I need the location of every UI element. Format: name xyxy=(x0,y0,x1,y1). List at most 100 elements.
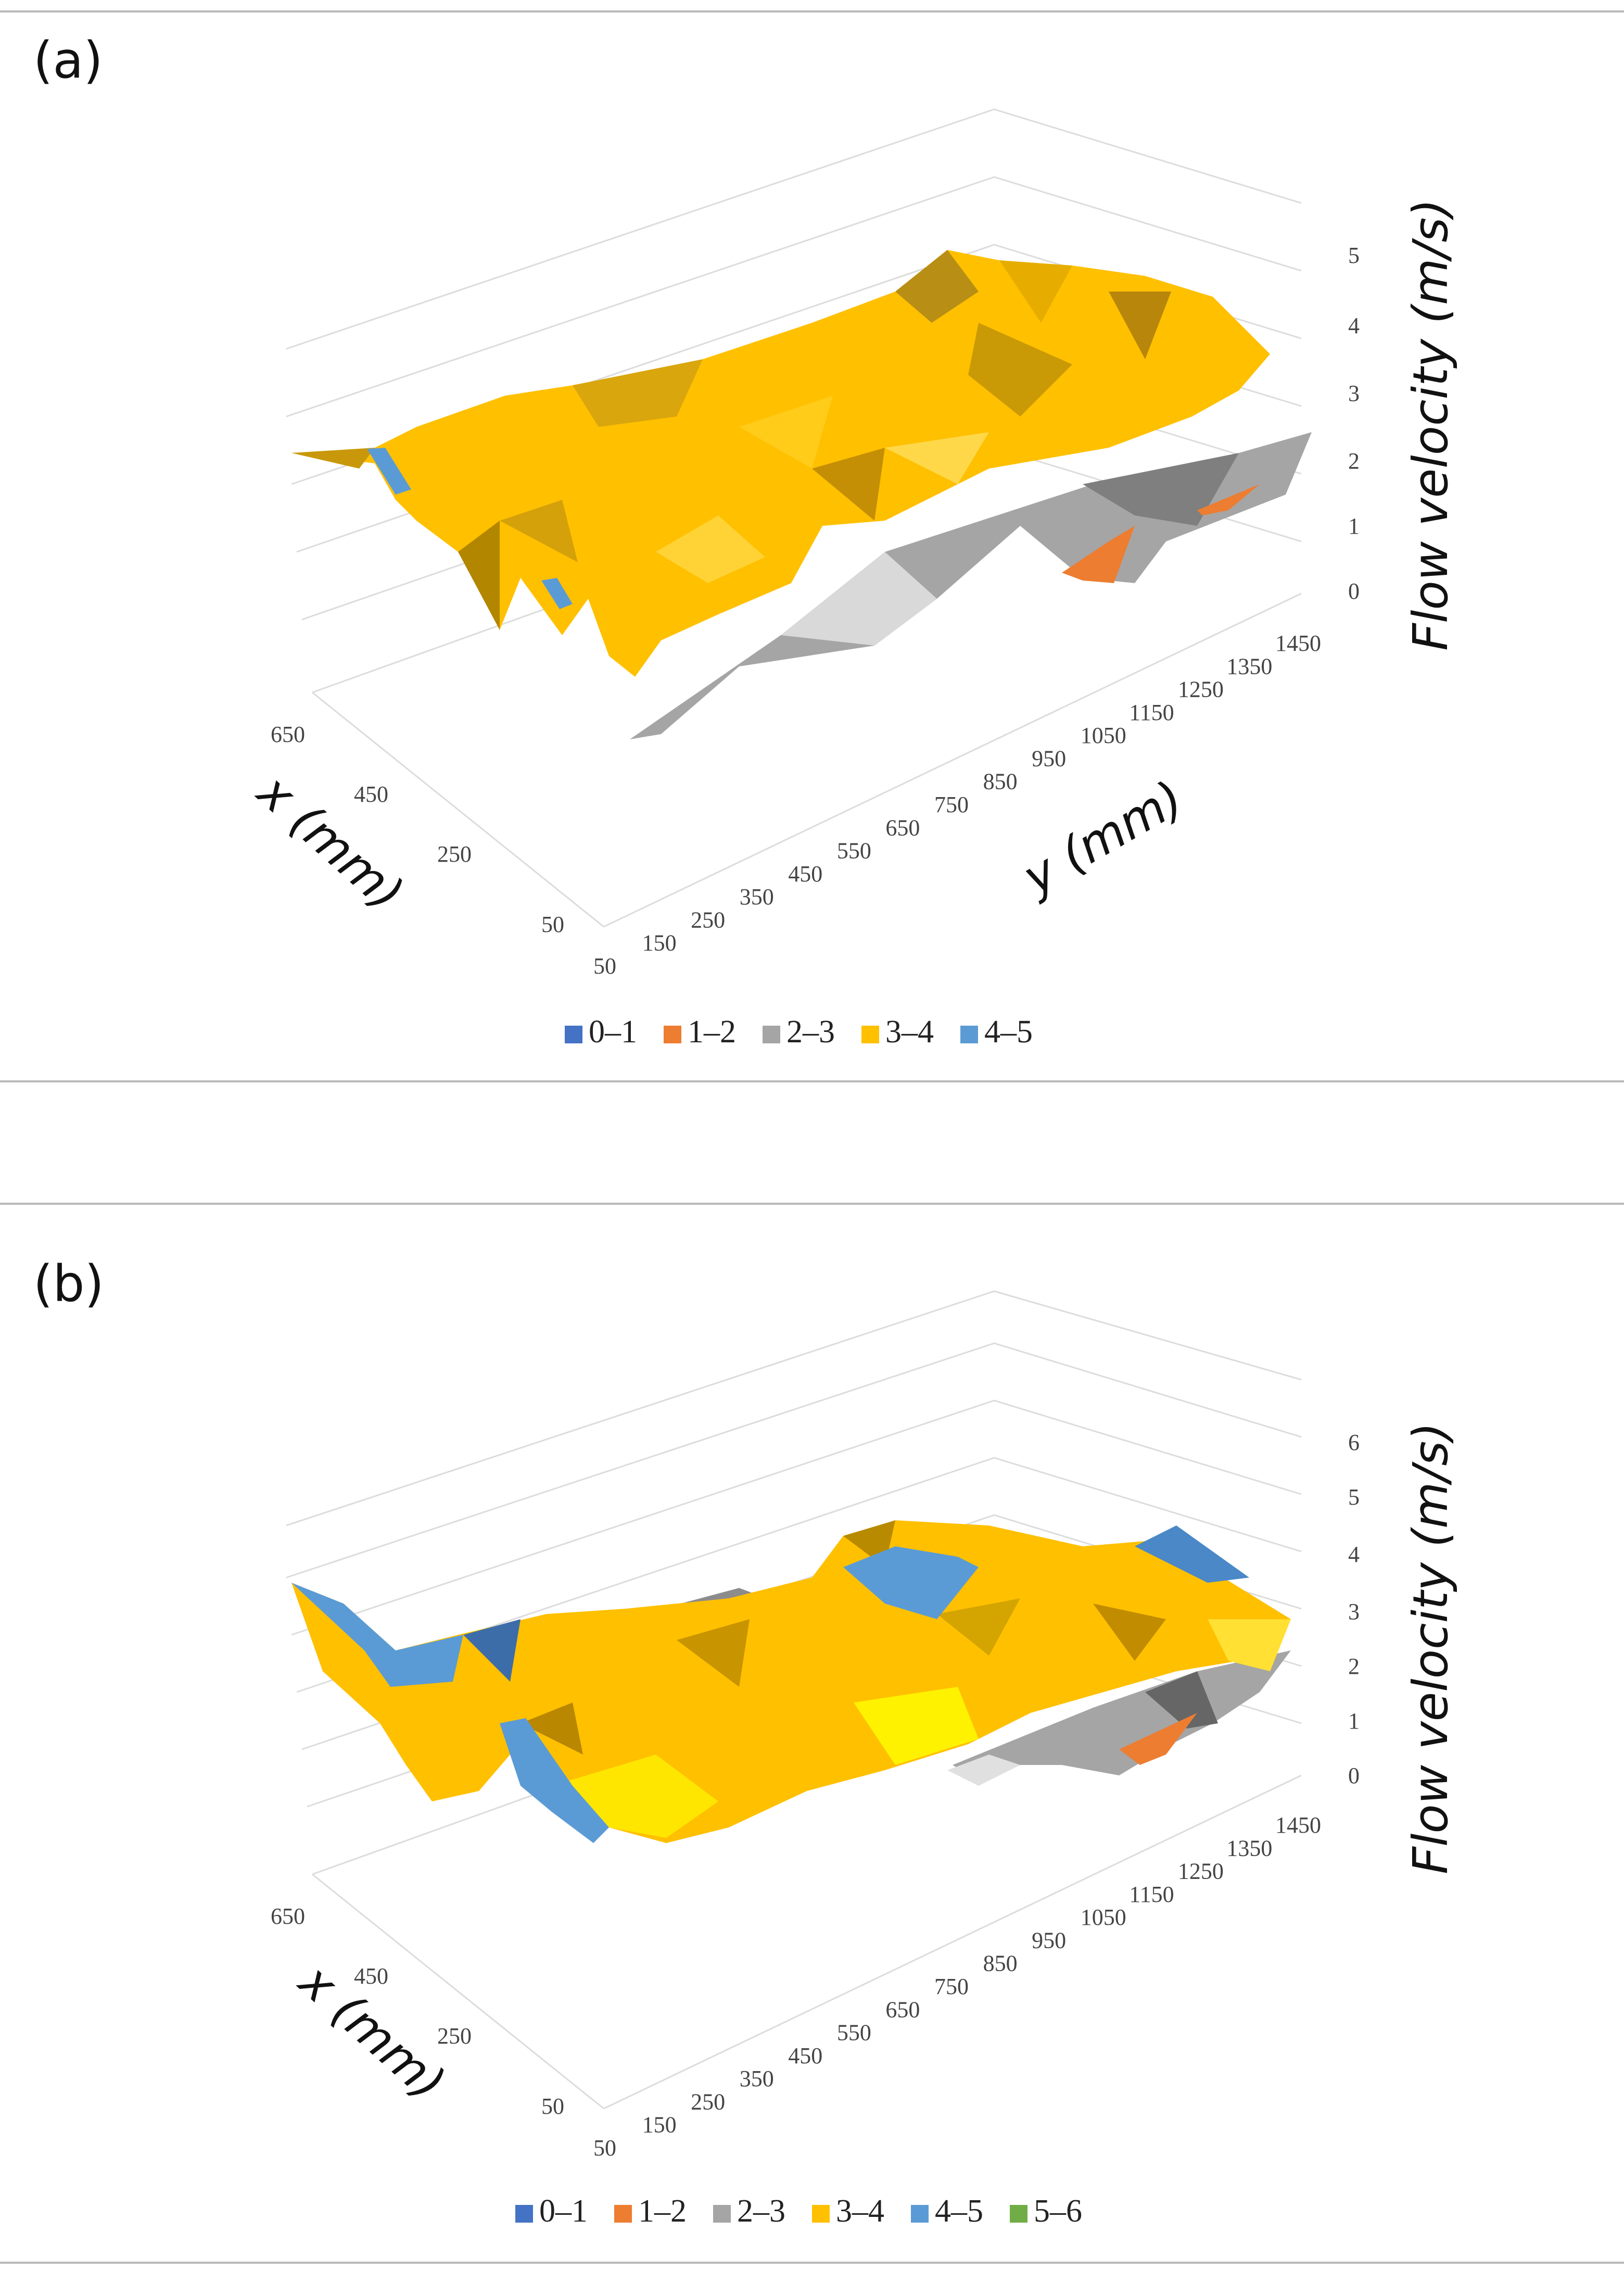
y-tick: 350 xyxy=(740,2066,774,2091)
y-tick: 50 xyxy=(593,2135,616,2161)
y-tick: 850 xyxy=(983,769,1018,795)
legend-swatch xyxy=(614,2205,632,2223)
y-tick: 150 xyxy=(642,930,677,956)
y-tick: 1450 xyxy=(1275,1812,1321,1838)
y-tick: 1350 xyxy=(1226,1835,1272,1861)
y-tick: 1450 xyxy=(1275,630,1321,656)
y-tick: 750 xyxy=(934,792,969,817)
x-tick: 650 xyxy=(271,722,305,747)
floor-axes xyxy=(312,592,1302,928)
surface-region-4-5-left xyxy=(367,448,411,495)
surface-region-3-4-shade9 xyxy=(812,448,885,521)
chart-panel-a: (a) xyxy=(0,0,1624,1088)
y-tick: 550 xyxy=(837,838,871,864)
y-tick: 250 xyxy=(691,907,725,932)
z-tick: 0 xyxy=(1348,1763,1360,1788)
surface-region-4-5-left xyxy=(291,1583,463,1687)
legend-label: 5–6 xyxy=(1034,2193,1082,2229)
x-axis-ticks: 650 450 250 50 xyxy=(271,1903,564,2119)
surface-region-3-4-light1 xyxy=(656,515,765,583)
legend-label: 2–3 xyxy=(737,2193,785,2229)
x-tick: 50 xyxy=(541,2094,564,2119)
y-tick: 550 xyxy=(837,2020,871,2046)
surface-region-2-3 xyxy=(953,1650,1291,1781)
y-tick: 450 xyxy=(788,861,822,887)
y-tick: 650 xyxy=(885,815,920,840)
y-tick: 850 xyxy=(983,1951,1018,1976)
surface-region-3-4-shade5 xyxy=(521,1703,583,1755)
surface-region-3-4-light2 xyxy=(739,396,833,469)
legend-swatch xyxy=(1010,2205,1027,2223)
y-tick: 1150 xyxy=(1129,1882,1174,1907)
z-tick: 3 xyxy=(1348,1599,1360,1624)
surface-region-4-5-right xyxy=(1135,1525,1249,1583)
surface-b xyxy=(291,1520,1291,1843)
surface-region-3-4-shade1 xyxy=(677,1619,750,1687)
legend-label: 4–5 xyxy=(984,1014,1033,1050)
top-divider xyxy=(0,1203,1624,1205)
y-tick: 750 xyxy=(934,1974,969,1999)
surface-chart-b: 0 1 2 3 4 5 6 650 450 250 50 50150250350… xyxy=(271,1290,1458,2229)
y-tick: 1250 xyxy=(1178,1859,1224,1884)
legend-label: 1–2 xyxy=(638,2193,687,2229)
panel-label: (b) xyxy=(33,1255,104,1313)
surface-region-3-4-light1 xyxy=(552,1755,718,1838)
surface-region-3-4-shade3 xyxy=(895,250,979,323)
chart-panel-b: (b) xyxy=(0,1203,1624,2270)
x-tick: 450 xyxy=(354,1963,388,1989)
legend-swatch xyxy=(861,1026,879,1043)
z-axis-ticks: 0 1 2 3 4 5 xyxy=(1348,243,1360,604)
surface-region-3-4-shade1 xyxy=(291,448,375,469)
z-axis-ticks: 0 1 2 3 4 5 6 xyxy=(1348,1430,1360,1788)
legend-swatch xyxy=(763,1026,780,1043)
legend-swatch xyxy=(565,1026,582,1043)
x-axis-ticks: 650 450 250 50 xyxy=(271,722,564,937)
bottom-divider xyxy=(0,2262,1624,2264)
surface-region-3-4-shade7 xyxy=(500,500,578,562)
surface-chart-a: 0 1 2 3 4 5 650 450 250 50 5015025035045… xyxy=(246,108,1458,1050)
legend-label: 0–1 xyxy=(589,1014,637,1050)
x-tick: 650 xyxy=(271,1903,305,1929)
y-tick: 250 xyxy=(691,2089,725,2114)
legend-label: 3–4 xyxy=(885,1014,934,1050)
surface-region-4-5-mid xyxy=(541,578,573,609)
surface-region-3-4-light3 xyxy=(1208,1619,1291,1671)
surface-region-1-2-b xyxy=(1197,484,1260,515)
x-tick: 450 xyxy=(354,781,388,807)
y-tick: 1050 xyxy=(1081,723,1126,748)
legend-swatch xyxy=(713,2205,731,2223)
surface-region-4-5-mid xyxy=(843,1546,979,1619)
legend-swatch xyxy=(812,2205,830,2223)
surface-region-2-3-light xyxy=(781,552,937,646)
y-tick: 450 xyxy=(788,2043,822,2069)
surface-region-3-4-shade5 xyxy=(1109,292,1171,359)
z-tick: 1 xyxy=(1348,1708,1360,1734)
legend: 0–1 1–2 2–3 3–4 4–5 5–6 xyxy=(515,2193,1082,2229)
surface-region-3-4-shade2 xyxy=(573,359,703,427)
legend: 0–1 1–2 2–3 3–4 4–5 xyxy=(565,1014,1033,1050)
z-tick: 2 xyxy=(1348,448,1360,474)
legend-swatch xyxy=(664,1026,681,1043)
surface-region-3-4-shade4 xyxy=(1093,1604,1166,1661)
legend-label: 1–2 xyxy=(688,1014,736,1050)
y-tick: 1350 xyxy=(1226,653,1272,679)
x-tick: 50 xyxy=(541,912,564,937)
surface-region-3-4-light2 xyxy=(854,1687,979,1765)
panel-label: (a) xyxy=(33,31,103,90)
z-tick: 3 xyxy=(1348,381,1360,406)
z-tick: 5 xyxy=(1348,1484,1360,1510)
legend-label: 0–1 xyxy=(539,2193,588,2229)
y-axis-ticks: 50 150 250 350 450 550 650 750 850 950 10501150125… xyxy=(593,1812,1321,2161)
legend-label: 3–4 xyxy=(836,2193,884,2229)
z-axis-title: Flow velocity (m/s) xyxy=(1403,199,1458,651)
z-tick: 0 xyxy=(1348,578,1360,604)
y-tick: 650 xyxy=(885,1997,920,2022)
surface-region-1-2-a xyxy=(1062,526,1135,583)
surface-a xyxy=(291,250,1312,739)
y-axis-ticks: 50 150 250 350 450 550 650 750 850 950 10501150125… xyxy=(593,630,1321,979)
legend-swatch xyxy=(960,1026,978,1043)
z-axis-title: Flow velocity (m/s) xyxy=(1403,1422,1458,1874)
surface-region-3-4-shade3 xyxy=(937,1598,1020,1656)
z-tick: 5 xyxy=(1348,243,1360,268)
z-tick: 4 xyxy=(1348,1542,1360,1567)
